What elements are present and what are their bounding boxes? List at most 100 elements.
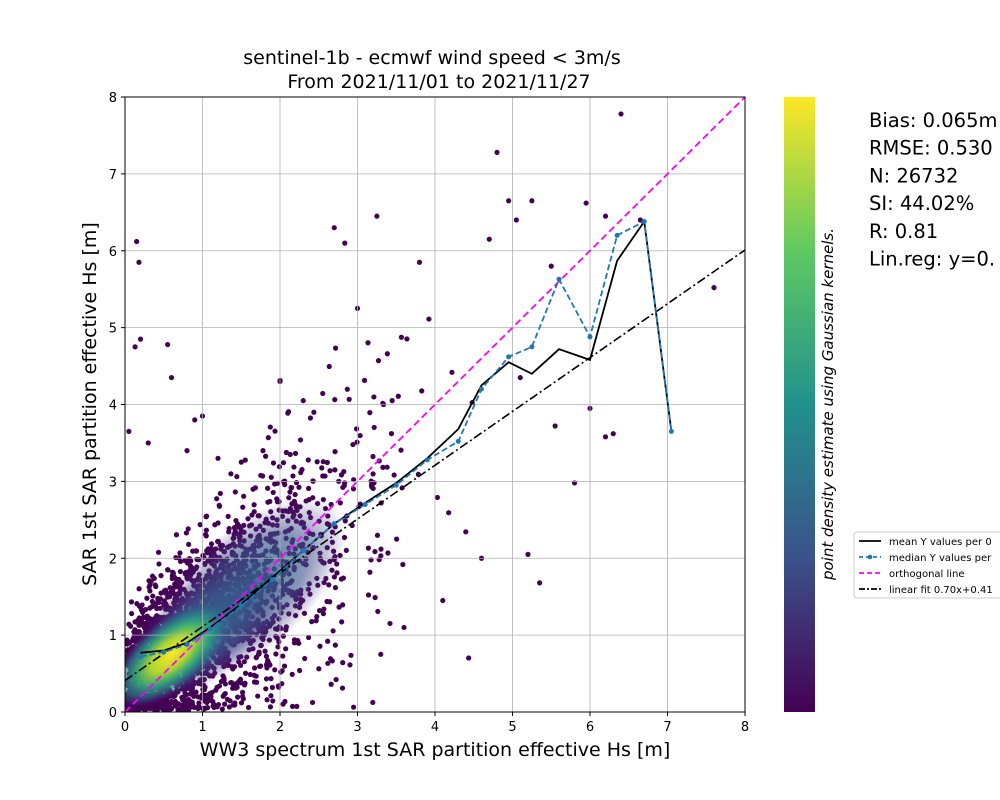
scatter-point	[290, 473, 296, 479]
scatter-point	[128, 623, 134, 629]
scatter-point	[242, 457, 248, 463]
scatter-point	[279, 681, 285, 687]
scatter-point	[193, 548, 199, 554]
scatter-point	[134, 601, 140, 607]
scatter-point	[184, 560, 191, 566]
scatter-point	[340, 575, 346, 581]
scatter-point	[278, 669, 284, 675]
scatter-point	[367, 569, 373, 575]
scatter-point	[173, 532, 180, 538]
scatter-point	[268, 474, 274, 480]
scatter-point	[136, 586, 142, 592]
x-tick-label: 7	[663, 720, 671, 735]
scatter-point	[361, 377, 368, 383]
legend-label: mean Y values per 0	[889, 537, 992, 548]
outlier-point	[618, 111, 624, 117]
scatter-point	[372, 594, 378, 601]
scatter-point	[156, 561, 162, 567]
scatter-point	[305, 457, 311, 463]
scatter-point	[314, 614, 320, 620]
scatter-point	[221, 691, 227, 698]
median-marker	[238, 603, 244, 609]
scatter-point	[319, 465, 325, 471]
mean-line	[140, 219, 673, 654]
scatter-point	[338, 472, 345, 478]
scatter-point	[288, 484, 294, 491]
chart-subtitle: From 2021/11/01 to 2021/11/27	[287, 71, 590, 93]
outlier-point	[711, 285, 717, 291]
scatter-point	[287, 451, 293, 458]
scatter-point	[134, 619, 140, 625]
scatter-point	[326, 363, 332, 370]
scatter-point	[400, 561, 406, 568]
scatter-point	[149, 598, 155, 605]
scatter-point	[186, 697, 192, 704]
scatter-point	[222, 681, 228, 687]
scatter-point	[296, 667, 303, 674]
scatter-point	[164, 706, 170, 712]
scatter-point	[370, 485, 376, 492]
scatter-point	[384, 464, 390, 470]
legend-marker	[867, 554, 873, 560]
scatter-point	[314, 459, 320, 465]
scatter-point	[169, 575, 175, 582]
legend-label: median Y values per	[889, 553, 992, 564]
scatter-point	[203, 697, 209, 703]
scatter-point	[230, 702, 236, 708]
outlier-point	[506, 198, 512, 204]
scatter-point	[257, 663, 263, 670]
scatter-point	[466, 655, 472, 661]
scatter-point	[272, 428, 278, 434]
scatter-point	[354, 439, 360, 445]
scatter-point	[391, 472, 397, 478]
scatter-point	[371, 424, 377, 431]
scatter-point	[183, 530, 189, 536]
scatter-point	[152, 602, 159, 608]
scatter-point	[286, 495, 292, 501]
scatter-point	[395, 393, 401, 399]
x-tick-label: 3	[353, 720, 361, 735]
scatter-point	[291, 637, 298, 643]
stat-line: Bias: 0.065m	[869, 109, 998, 132]
scatter-point	[262, 453, 269, 459]
scatter-point	[293, 479, 300, 486]
colorbar-label: point density estimate using Gaussian ke…	[819, 228, 837, 581]
scatter-point	[247, 671, 253, 678]
x-tick-label: 6	[586, 720, 594, 735]
stat-line: Lin.reg: y=0.	[869, 248, 995, 271]
scatter-point	[142, 606, 149, 613]
median-line	[140, 220, 673, 658]
outlier-point	[331, 225, 337, 231]
scatter-point	[214, 496, 220, 502]
outlier-point	[517, 374, 523, 381]
x-tick-label: 0	[121, 720, 129, 735]
scatter-point	[320, 459, 326, 465]
x-tick-label: 1	[198, 720, 206, 735]
scatter-point	[226, 704, 232, 710]
x-tick-label: 2	[276, 720, 284, 735]
outlier-point	[494, 149, 500, 155]
scatter-point	[320, 390, 326, 397]
median-marker	[331, 521, 337, 527]
scatter-point	[177, 568, 184, 575]
legend-label: linear fit 0.70x+0.41	[889, 585, 993, 596]
scatter-point	[328, 681, 334, 687]
outlier-point	[134, 238, 140, 245]
scatter-point	[268, 675, 274, 682]
scatter-point	[463, 529, 469, 535]
outlier-point	[548, 263, 554, 269]
scatter-point	[384, 351, 390, 357]
scatter-point	[446, 510, 452, 516]
outlier-point	[401, 624, 407, 631]
scatter-point	[240, 696, 246, 702]
scatter-point	[294, 703, 300, 709]
outlier-point	[215, 455, 221, 461]
median-marker	[506, 354, 512, 360]
median-marker	[207, 626, 213, 632]
scatter-point	[267, 424, 273, 430]
scatter-point	[287, 489, 293, 495]
scatter-point	[365, 340, 371, 346]
scatter-point	[129, 610, 135, 617]
scatter-point	[208, 694, 214, 700]
